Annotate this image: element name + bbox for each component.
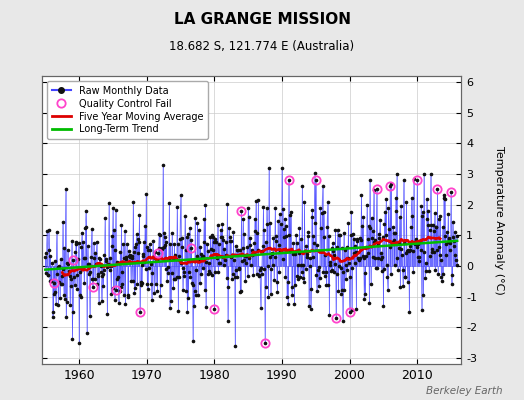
Y-axis label: Temperature Anomaly (°C): Temperature Anomaly (°C) — [494, 146, 504, 294]
Text: LA GRANGE MISSION: LA GRANGE MISSION — [173, 12, 351, 27]
Legend: Raw Monthly Data, Quality Control Fail, Five Year Moving Average, Long-Term Tren: Raw Monthly Data, Quality Control Fail, … — [47, 81, 208, 139]
Text: Berkeley Earth: Berkeley Earth — [427, 386, 503, 396]
Text: 18.682 S, 121.774 E (Australia): 18.682 S, 121.774 E (Australia) — [169, 40, 355, 53]
